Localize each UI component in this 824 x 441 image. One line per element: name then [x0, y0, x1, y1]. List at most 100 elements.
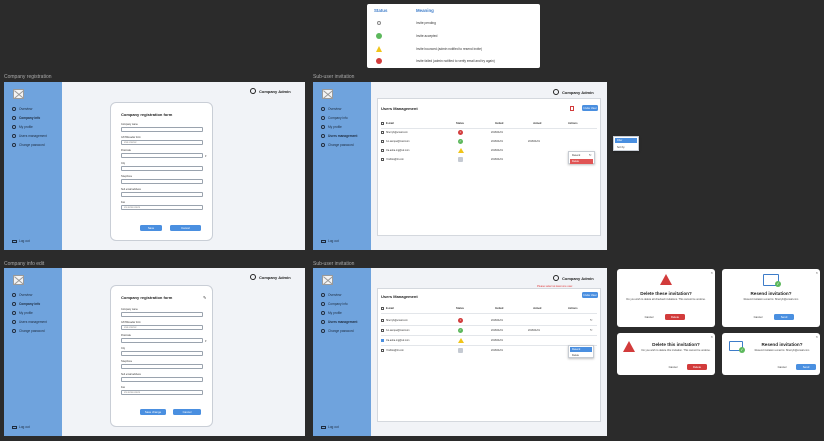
- cancel-button[interactable]: Cancel: [748, 314, 768, 320]
- delete-button[interactable]: Delete: [687, 364, 707, 370]
- accepted-icon: ✓: [458, 139, 463, 144]
- nav-change-password[interactable]: Change password: [12, 143, 45, 147]
- nav-users-management[interactable]: Users management: [12, 320, 47, 324]
- menu-delete[interactable]: Delete: [570, 159, 593, 164]
- nav-company-info[interactable]: Company info: [12, 302, 40, 306]
- nav-overview[interactable]: Overview: [321, 107, 341, 111]
- select-all-checkbox[interactable]: [381, 122, 384, 125]
- lock-icon: [12, 143, 16, 147]
- row-checkbox[interactable]: [381, 319, 384, 322]
- nav-change-password[interactable]: Change password: [321, 329, 354, 333]
- gst-input[interactable]: XXX-XXXXX: [121, 325, 203, 330]
- save-change-button[interactable]: Save change: [140, 409, 166, 415]
- gst-input[interactable]: XXX-XXXXX: [121, 140, 203, 145]
- frame-label: Sub-user invitation: [313, 74, 355, 80]
- select-all-checkbox[interactable]: [381, 307, 384, 310]
- invite-user-button[interactable]: Invite User: [582, 292, 598, 298]
- nav-company-info[interactable]: Company info: [321, 116, 348, 120]
- city-input[interactable]: [121, 351, 203, 356]
- dialog-text: Do you wish to delete this invitation. T…: [641, 349, 711, 352]
- sub-email-input[interactable]: [121, 377, 203, 382]
- lock-icon: [321, 143, 325, 147]
- row-checkbox[interactable]: [381, 131, 384, 134]
- check-icon: ✓: [775, 281, 781, 287]
- close-icon[interactable]: ×: [815, 270, 818, 275]
- telephone-input[interactable]: [121, 364, 203, 369]
- field-label: Company name: [121, 308, 138, 311]
- divider: [381, 313, 597, 314]
- col-status: Status: [456, 307, 464, 310]
- nav-overview[interactable]: Overview: [12, 107, 32, 111]
- edit-icon[interactable]: ✎: [203, 295, 207, 300]
- email-cell: Ivn.sampei@mail.com: [386, 329, 410, 332]
- nav-company-info[interactable]: Company info: [321, 302, 348, 306]
- cancel-button[interactable]: Cancel: [639, 314, 659, 320]
- users-icon: [12, 134, 16, 138]
- form-title: Company registration form: [121, 112, 173, 117]
- overview-icon: [321, 293, 325, 297]
- divider: [381, 345, 597, 346]
- cancel-button[interactable]: Cancel: [772, 364, 792, 370]
- invited-cell: 2018/01/01: [491, 349, 503, 352]
- fax-input[interactable]: XX-XXXX-XXXX: [121, 205, 203, 210]
- admin-menu[interactable]: Company Admin: [553, 89, 594, 95]
- joined-cell: 2018/01/01: [528, 140, 540, 143]
- cancel-button[interactable]: Cancel: [663, 364, 683, 370]
- company-name-input[interactable]: [121, 127, 203, 132]
- send-button[interactable]: Send: [774, 314, 794, 320]
- close-icon[interactable]: ×: [710, 270, 713, 275]
- logout-link[interactable]: Log out: [321, 239, 339, 243]
- user-icon: [553, 89, 559, 95]
- row-checkbox[interactable]: [381, 339, 384, 342]
- lock-icon: [321, 329, 325, 333]
- nav-overview[interactable]: Overview: [12, 293, 32, 297]
- nav-users-management[interactable]: Users management: [321, 320, 357, 324]
- city-input[interactable]: [121, 166, 203, 171]
- nav-users-management[interactable]: Users management: [321, 134, 357, 138]
- menu-delete[interactable]: Delete: [572, 354, 579, 357]
- nav-users-management[interactable]: Users management: [12, 134, 47, 138]
- nav-my-profile[interactable]: My profile: [12, 311, 33, 315]
- cancel-button[interactable]: Cancel: [170, 225, 201, 231]
- admin-menu[interactable]: Company Admin: [250, 274, 291, 280]
- resend-icon[interactable]: ↻: [590, 328, 593, 332]
- admin-menu[interactable]: Company Admin: [553, 275, 594, 281]
- send-button[interactable]: Send: [796, 364, 816, 370]
- delete-button[interactable]: Delete: [665, 314, 685, 320]
- close-icon[interactable]: ×: [815, 334, 818, 339]
- row-checkbox[interactable]: [381, 158, 384, 161]
- logout-link[interactable]: Log out: [12, 239, 30, 243]
- nav-change-password[interactable]: Change password: [12, 329, 45, 333]
- nav-overview[interactable]: Overview: [321, 293, 341, 297]
- menu-option[interactable]: Filter: [615, 138, 637, 143]
- menu-option[interactable]: Sort by: [617, 146, 625, 149]
- row-checkbox[interactable]: [381, 349, 384, 352]
- nav-my-profile[interactable]: My profile: [12, 125, 33, 129]
- logout-link[interactable]: Log out: [12, 425, 30, 429]
- divider: [381, 128, 597, 129]
- nav-change-password[interactable]: Change password: [321, 143, 354, 147]
- row-checkbox[interactable]: [381, 140, 384, 143]
- invite-user-button[interactable]: Invite User: [582, 105, 598, 111]
- logout-link[interactable]: Log out: [321, 425, 339, 429]
- menu-resend[interactable]: Resend: [570, 347, 592, 352]
- profile-icon: [12, 125, 16, 129]
- save-button[interactable]: Save: [140, 225, 162, 231]
- row-checkbox[interactable]: [381, 149, 384, 152]
- row-checkbox[interactable]: [381, 329, 384, 332]
- company-name-input[interactable]: [121, 312, 203, 317]
- cancel-button[interactable]: Cancel: [173, 409, 201, 415]
- nav-my-profile[interactable]: My profile: [321, 125, 342, 129]
- telephone-input[interactable]: [121, 179, 203, 184]
- nav-company-info[interactable]: Company info: [12, 116, 40, 120]
- sub-email-input[interactable]: [121, 192, 203, 197]
- admin-menu[interactable]: Company Admin: [250, 88, 291, 94]
- nav-my-profile[interactable]: My profile: [321, 311, 342, 315]
- trash-icon[interactable]: [570, 106, 574, 111]
- postcode-select[interactable]: [121, 338, 203, 343]
- postcode-select[interactable]: [121, 153, 203, 158]
- resend-icon[interactable]: ↻: [590, 318, 593, 322]
- fax-input[interactable]: XX-XXXX-XXXX: [121, 390, 203, 395]
- close-icon[interactable]: ×: [710, 334, 713, 339]
- menu-resend[interactable]: Resend: [572, 154, 581, 157]
